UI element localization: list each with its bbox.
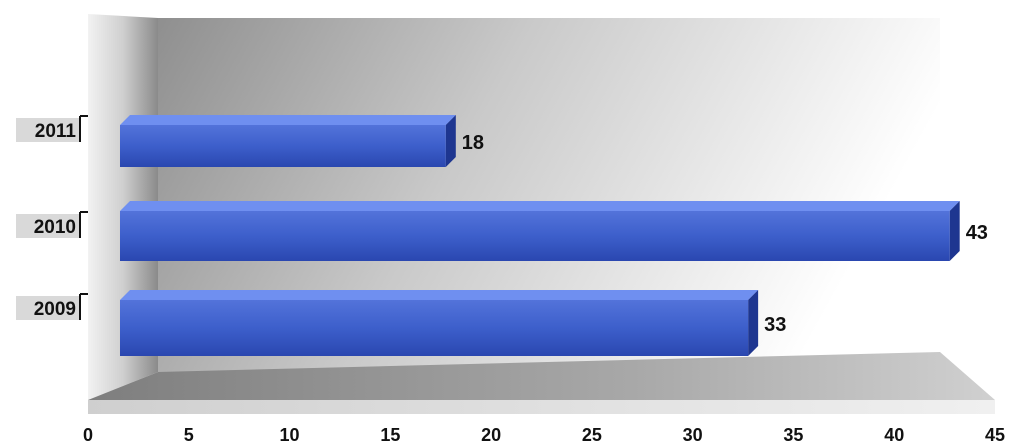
x-tick-label-30: 30 [683, 425, 703, 445]
x-tick-label-5: 5 [184, 425, 194, 445]
bar-end-2009 [748, 290, 759, 356]
bar-2010 [120, 211, 950, 261]
x-tick-label-45: 45 [985, 425, 1005, 445]
category-label-box-2009 [16, 296, 80, 320]
bar-top-2011 [120, 115, 456, 125]
bar-2011 [120, 125, 446, 167]
value-label-2009: 33 [764, 314, 786, 336]
category-label-2010: 2010 [34, 217, 76, 238]
category-label-box-2011 [16, 118, 80, 142]
chart-back-wall [158, 18, 940, 372]
chart-floor [88, 352, 995, 400]
category-label-2009: 2009 [34, 299, 76, 320]
x-tick-label-0: 0 [83, 425, 93, 445]
bar-top-2009 [120, 290, 759, 300]
x-tick-label-25: 25 [582, 425, 602, 445]
x-tick-label-40: 40 [884, 425, 904, 445]
chart-floor-edge [88, 400, 995, 414]
x-tick-label-20: 20 [481, 425, 501, 445]
value-label-2010: 43 [966, 222, 988, 244]
value-label-2011: 18 [462, 132, 484, 154]
bar-2009 [120, 300, 749, 356]
category-label-box-2010 [16, 214, 80, 238]
x-tick-label-35: 35 [783, 425, 803, 445]
x-tick-label-10: 10 [280, 425, 300, 445]
x-tick-label-15: 15 [380, 425, 400, 445]
bar-end-2011 [445, 115, 456, 167]
category-label-2011: 2011 [35, 121, 77, 142]
bar-top-2010 [120, 201, 960, 211]
bar-end-2010 [949, 201, 960, 261]
